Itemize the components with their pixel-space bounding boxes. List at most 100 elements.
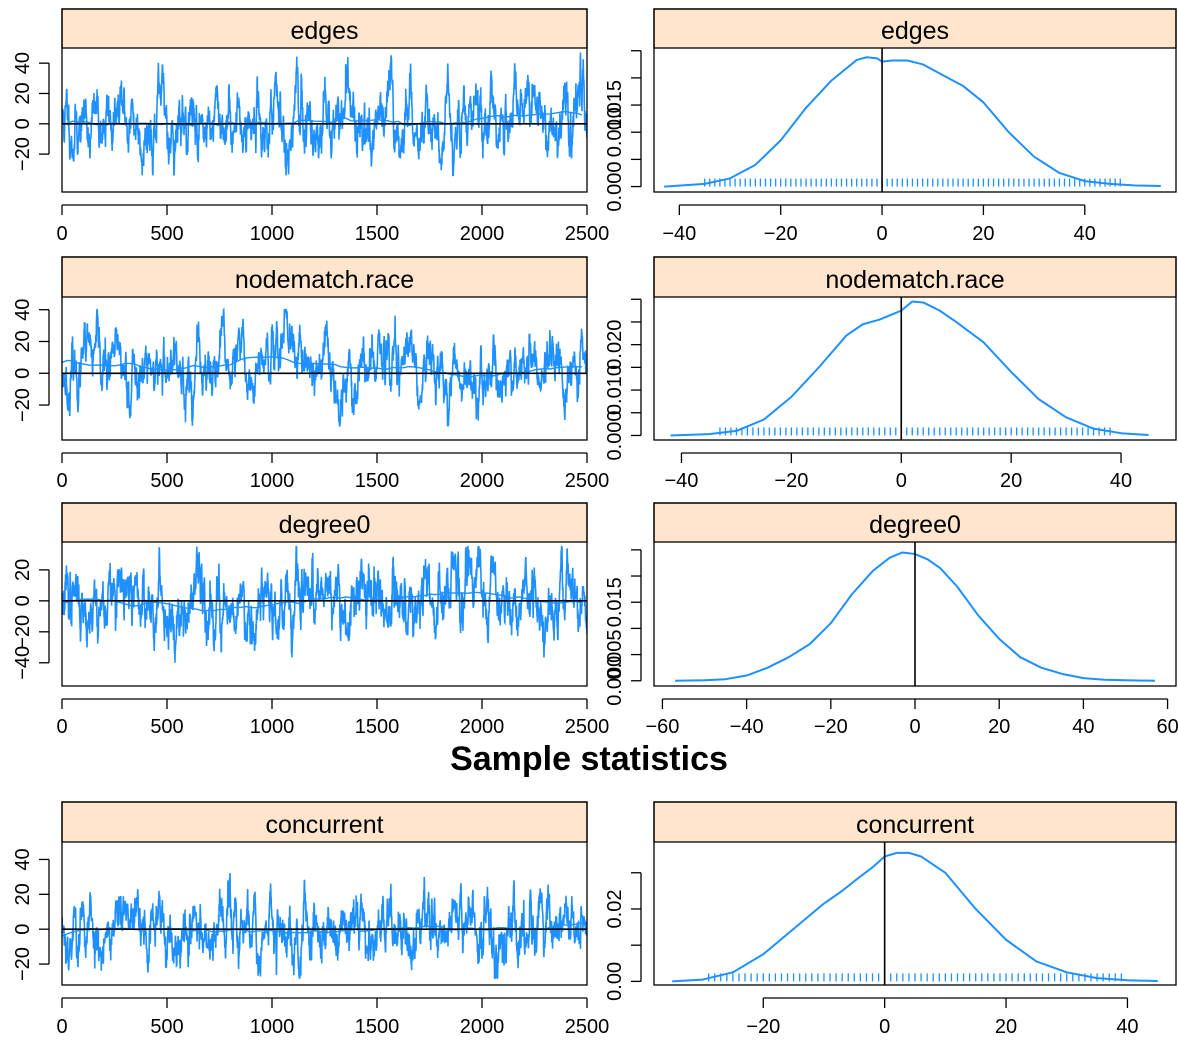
- strip-label: concurrent: [856, 811, 974, 839]
- x-tick-label: 1000: [250, 716, 295, 738]
- y-tick-label: 0.000: [604, 656, 626, 706]
- strip-header: [61, 256, 588, 298]
- y-tick-label: −20: [12, 947, 34, 981]
- strip-header: [61, 8, 588, 49]
- y-tick-label: 20: [12, 330, 34, 352]
- x-tick-label: 0: [909, 716, 920, 738]
- strip-label: degree0: [279, 511, 371, 539]
- x-tick-label: 2500: [565, 223, 610, 245]
- x-tick-label: 40: [1110, 470, 1132, 492]
- x-tick-label: 1500: [355, 223, 400, 245]
- y-tick-label: 0: [12, 368, 34, 379]
- trace-line: [62, 52, 587, 177]
- x-tick-label: −20: [774, 470, 808, 492]
- x-axis: −40 −20 0 20 40: [662, 204, 1096, 245]
- density-line: [664, 56, 1161, 188]
- x-tick-label: 2000: [460, 223, 505, 245]
- x-tick-label: 0: [56, 470, 67, 492]
- y-tick-label: −20: [12, 615, 34, 649]
- y-tick-label: 20: [12, 82, 34, 104]
- y-axis: −40−20 0 20: [12, 559, 50, 680]
- x-tick-label: −40: [730, 716, 764, 738]
- x-tick-label: 2500: [565, 716, 610, 738]
- density-line: [670, 300, 1149, 437]
- panel-frame: [653, 256, 1177, 441]
- panel-frame: [61, 502, 588, 687]
- x-tick-label: 0: [896, 470, 907, 492]
- y-tick-label: 0.010: [604, 107, 626, 157]
- x-tick-label: 0: [56, 716, 67, 738]
- panel-frame: [61, 8, 588, 193]
- plot-area: [670, 297, 1149, 440]
- x-tick-label: 2500: [565, 1016, 610, 1038]
- x-tick-label: −20: [764, 223, 798, 245]
- plot-area: [62, 873, 587, 979]
- plot-area: [62, 545, 587, 663]
- y-tick-label: 0.005: [604, 630, 626, 680]
- x-tick-label: 0: [56, 223, 67, 245]
- x-tick-label: −40: [665, 470, 699, 492]
- x-tick-label: 20: [972, 223, 994, 245]
- y-tick-label: 0: [12, 118, 34, 129]
- y-tick-label: 0.010: [604, 365, 626, 415]
- x-tick-label: 40: [1116, 1016, 1138, 1038]
- panel-degree0-trace: degree0 0 500 1000 1500 2000 2500 −40−20 0 20: [12, 502, 610, 738]
- plot-area: [675, 542, 1155, 686]
- x-tick-label: 1500: [355, 470, 400, 492]
- y-axis: −20 0 20 40: [12, 848, 50, 981]
- x-tick-label: 500: [150, 716, 183, 738]
- y-tick-label: 40: [12, 848, 34, 870]
- trace-line: [62, 873, 587, 979]
- y-tick-label: 0.015: [604, 577, 626, 627]
- plot-area: [62, 52, 587, 177]
- smooth-line: [62, 356, 582, 378]
- strip-label: nodematch.race: [825, 266, 1004, 294]
- x-tick-label: 60: [1156, 716, 1178, 738]
- y-tick-label: 0.00: [604, 962, 626, 1001]
- x-tick-label: 0: [879, 1016, 890, 1038]
- panel-frame: [653, 502, 1177, 687]
- x-tick-label: 2000: [460, 1016, 505, 1038]
- x-tick-label: 2500: [565, 470, 610, 492]
- panel-frame: [653, 801, 1177, 986]
- trace-line: [62, 307, 587, 427]
- x-axis: 0 500 1000 1500 2000 2500: [56, 452, 610, 492]
- plot-area: [672, 842, 1158, 985]
- x-tick-label: −60: [645, 716, 679, 738]
- strip-header: [61, 801, 588, 843]
- y-tick-label: 0.020: [604, 320, 626, 370]
- y-axis: 0.00 0.02: [604, 872, 642, 1001]
- x-axis: 0 500 1000 1500 2000 2500: [56, 698, 610, 738]
- y-tick-label: 0: [12, 924, 34, 935]
- y-axis: −20 0 20 40: [12, 52, 50, 171]
- panel-frame: [653, 8, 1177, 193]
- main-title: Sample statistics: [450, 740, 728, 778]
- x-tick-label: 20: [1000, 470, 1022, 492]
- y-tick-label: −20: [12, 388, 34, 422]
- y-tick-label: 0.000: [604, 410, 626, 460]
- strip-label: degree0: [869, 511, 961, 539]
- x-axis: −60 −40 −20 0 20 40 60: [645, 698, 1178, 738]
- y-tick-label: 40: [12, 52, 34, 74]
- plot-area: [62, 307, 587, 427]
- x-tick-label: 2000: [460, 470, 505, 492]
- x-tick-label: 500: [150, 470, 183, 492]
- panel-concurrent-density: concurrent −20 0 20 40 0.00 0.02: [604, 801, 1177, 1038]
- panel-edges-trace: edges 0 500 1000 1500 2000 2500 −20 0 20 40: [12, 8, 610, 245]
- x-tick-label: 1000: [250, 223, 295, 245]
- y-tick-label: 40: [12, 299, 34, 321]
- panel-nodematch-race-trace: nodematch.race 0 500 1000 1500 2000 2500 −20 0 20…: [12, 256, 610, 492]
- y-tick-label: 0.015: [604, 80, 626, 130]
- x-tick-label: 1000: [250, 470, 295, 492]
- strip-label: edges: [290, 17, 358, 45]
- x-tick-label: −20: [814, 716, 848, 738]
- x-tick-label: 1000: [250, 1016, 295, 1038]
